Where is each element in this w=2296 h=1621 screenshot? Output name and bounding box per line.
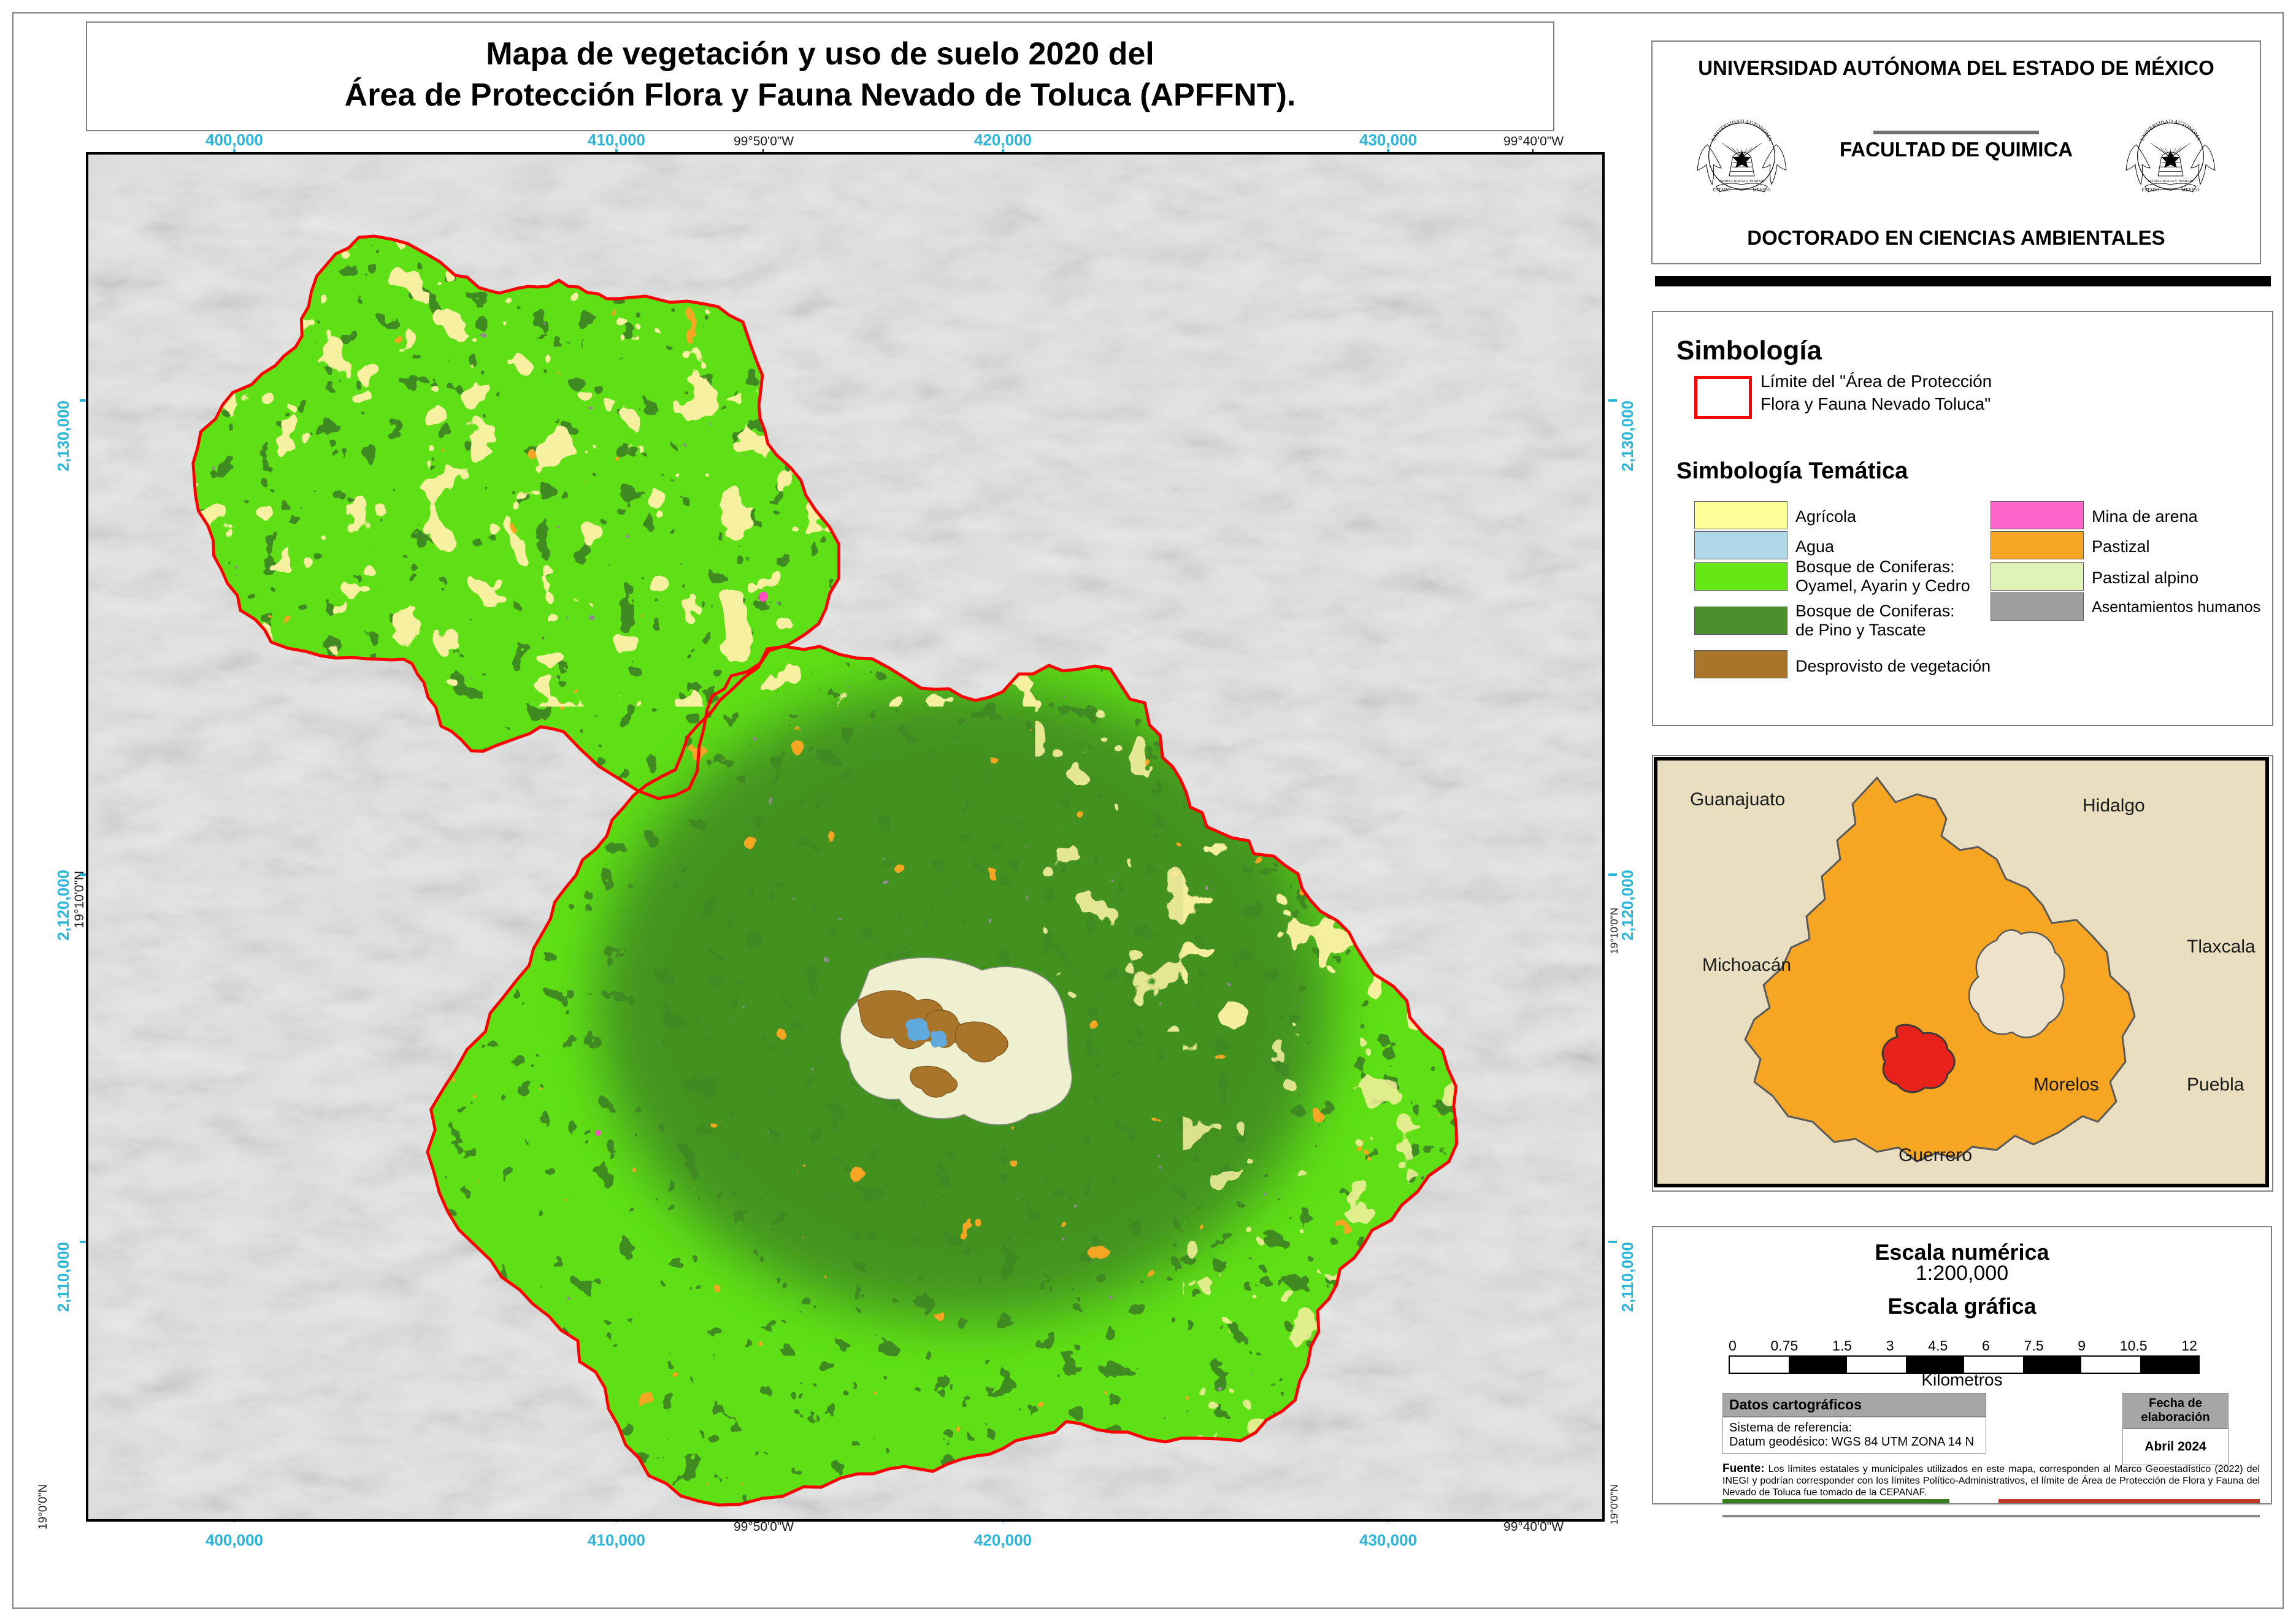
- svg-text:Guerrero: Guerrero: [1899, 1145, 1972, 1165]
- svg-text:Tlaxcala: Tlaxcala: [2187, 937, 2256, 957]
- svg-text:Guanajuato: Guanajuato: [1690, 789, 1785, 810]
- svg-text:Michoacán: Michoacán: [1702, 955, 1791, 975]
- svg-text:Puebla: Puebla: [2187, 1075, 2244, 1095]
- svg-text:Morelos: Morelos: [2033, 1075, 2099, 1095]
- svg-text:Hidalgo: Hidalgo: [2083, 795, 2145, 816]
